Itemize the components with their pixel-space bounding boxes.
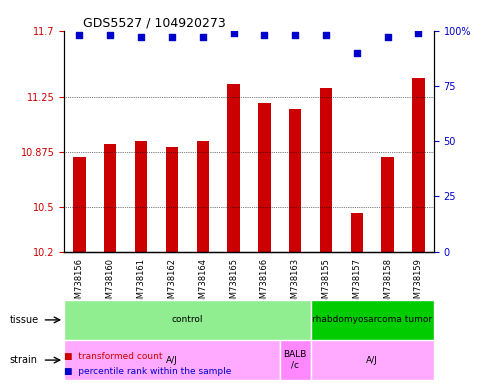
FancyBboxPatch shape: [311, 300, 434, 340]
Point: [415, 30, 423, 36]
Point: [106, 32, 114, 38]
Text: GDS5527 / 104920273: GDS5527 / 104920273: [83, 17, 225, 30]
Point: [260, 32, 268, 38]
Point: [353, 50, 361, 56]
Bar: [351, 214, 363, 252]
Point: [168, 34, 176, 40]
Bar: [289, 109, 301, 252]
Bar: [227, 84, 240, 252]
Text: A/J: A/J: [166, 356, 178, 364]
Text: BALB
/c: BALB /c: [283, 350, 307, 370]
Text: A/J: A/J: [366, 356, 378, 364]
Text: tissue: tissue: [10, 315, 39, 325]
Point: [230, 30, 238, 36]
Bar: [197, 141, 209, 252]
Point: [199, 34, 207, 40]
Text: ■  percentile rank within the sample: ■ percentile rank within the sample: [64, 367, 232, 376]
Point: [75, 32, 83, 38]
FancyBboxPatch shape: [64, 300, 311, 340]
Bar: [258, 103, 271, 252]
Bar: [104, 144, 116, 252]
Bar: [320, 88, 332, 252]
FancyBboxPatch shape: [280, 340, 311, 380]
Point: [384, 34, 391, 40]
Point: [137, 34, 145, 40]
Point: [322, 32, 330, 38]
Bar: [166, 147, 178, 252]
Bar: [73, 157, 86, 252]
FancyBboxPatch shape: [64, 340, 280, 380]
Text: control: control: [172, 315, 203, 324]
Bar: [382, 157, 394, 252]
Point: [291, 32, 299, 38]
Text: ■  transformed count: ■ transformed count: [64, 352, 163, 361]
FancyBboxPatch shape: [311, 340, 434, 380]
Text: strain: strain: [10, 355, 38, 365]
Bar: [135, 141, 147, 252]
Bar: [412, 78, 424, 252]
Text: rhabdomyosarcoma tumor: rhabdomyosarcoma tumor: [312, 315, 432, 324]
